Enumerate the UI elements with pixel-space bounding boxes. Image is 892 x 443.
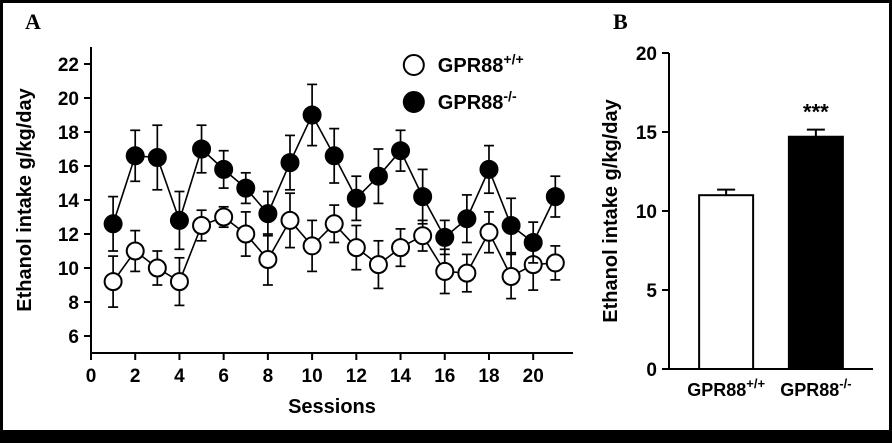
series-wildtype — [103, 192, 565, 308]
category-label: GPR88-/- — [780, 376, 851, 400]
y-tick-label: 0 — [646, 360, 657, 381]
y-tick-label: 5 — [646, 281, 657, 302]
x-tick-label: 16 — [434, 366, 455, 387]
data-point-marker — [236, 224, 256, 244]
data-point-marker — [346, 188, 366, 208]
x-tick-label: 10 — [302, 366, 323, 387]
data-point-marker — [125, 146, 145, 166]
significance-stars: *** — [803, 100, 829, 125]
legend: GPR88+/+ GPR88-/- — [402, 51, 524, 114]
bar-knockout — [787, 135, 844, 370]
y-axis-label: Ethanol intake g/kg/day — [14, 87, 36, 311]
data-point-marker — [391, 141, 411, 161]
data-point-marker — [368, 166, 388, 186]
y-tick-label: 10 — [636, 202, 657, 223]
line-chart-svg: 0 2 4 6 8 10 12 14 16 18 20 6 8 10 12 14 16 18 20 22 Session… — [14, 47, 573, 418]
panel-a-label: A — [25, 9, 41, 34]
data-point-marker — [280, 210, 300, 230]
legend-label: GPR88+/+ — [438, 51, 524, 77]
data-point-marker — [147, 258, 167, 278]
data-point-marker — [391, 238, 411, 258]
data-point-marker — [214, 207, 234, 227]
x-tick-label: 8 — [263, 366, 274, 387]
x-tick-label: 0 — [86, 366, 97, 387]
y-tick-label: 16 — [58, 157, 79, 178]
data-point-marker — [302, 236, 322, 256]
x-tick-label: 14 — [390, 366, 412, 387]
x-tick-label: 4 — [174, 366, 185, 387]
y-tick-label: 12 — [58, 225, 79, 246]
data-point-marker — [324, 214, 344, 234]
data-point-marker — [457, 209, 477, 229]
x-tick-label: 20 — [523, 366, 544, 387]
data-point-marker — [523, 233, 543, 252]
data-point-marker — [169, 210, 189, 230]
data-point-marker — [501, 267, 521, 286]
data-point-marker — [501, 216, 521, 235]
x-tick-label: 6 — [218, 366, 229, 387]
data-point-marker — [368, 255, 388, 275]
data-point-marker — [192, 216, 212, 235]
data-point-marker — [435, 261, 455, 281]
data-point-marker — [479, 159, 499, 179]
legend-open-circle-icon — [402, 54, 425, 76]
data-point-marker — [236, 178, 256, 198]
category-label: GPR88+/+ — [687, 376, 765, 400]
data-point-marker — [214, 159, 234, 179]
data-point-marker — [169, 272, 189, 292]
data-point-marker — [479, 222, 499, 242]
data-point-marker — [103, 214, 123, 234]
data-point-marker — [435, 227, 455, 247]
data-point-marker — [457, 263, 477, 283]
x-tick-label: 18 — [478, 366, 499, 387]
data-point-marker — [413, 226, 433, 246]
data-point-marker — [103, 272, 123, 292]
y-tick-label: 20 — [58, 89, 79, 110]
data-point-marker — [258, 204, 278, 224]
data-point-marker — [192, 139, 212, 159]
x-tick-label: 12 — [346, 366, 367, 387]
legend-label: GPR88-/- — [438, 88, 517, 114]
data-point-marker — [280, 153, 300, 173]
bar-chart-svg: 0 5 10 15 20 Ethanol intake g/kg/day GPR88+/+ *… — [600, 44, 873, 400]
y-tick-label: 18 — [58, 123, 79, 144]
y-tick-label: 6 — [68, 327, 79, 348]
data-point-marker — [324, 146, 344, 166]
data-point-marker — [545, 253, 565, 273]
y-tick-label: 20 — [636, 44, 657, 65]
data-point-marker — [125, 241, 145, 261]
y-axis-label: Ethanol intake g/kg/day — [600, 98, 622, 322]
data-point-marker — [302, 105, 322, 125]
legend-filled-circle-icon — [402, 91, 425, 113]
x-axis-label: Sessions — [288, 396, 376, 418]
y-tick-label: 14 — [58, 191, 80, 212]
data-point-marker — [413, 187, 433, 207]
panel-b-label: B — [613, 9, 628, 34]
error-bar — [717, 188, 736, 196]
y-tick-label: 22 — [58, 55, 79, 76]
data-point-marker — [346, 238, 366, 258]
data-point-marker — [545, 187, 565, 207]
y-tick-label: 8 — [68, 293, 79, 314]
y-tick-label: 15 — [636, 123, 658, 144]
y-tick-label: 10 — [58, 259, 79, 280]
data-point-marker — [147, 148, 167, 167]
bar-wildtype — [698, 194, 755, 370]
panel-b: B 0 5 10 15 20 Ethanol intake g/kg/day GPR88+/… — [599, 5, 883, 429]
x-tick-label: 2 — [130, 366, 141, 387]
series-knockout — [103, 83, 565, 264]
axes — [84, 47, 573, 360]
error-bar — [806, 128, 825, 137]
data-point-marker — [258, 250, 278, 269]
panel-a: A 0 2 4 6 8 10 12 14 16 18 20 6 8 10 12 14 16 18 20 22 Sessi… — [9, 5, 589, 429]
